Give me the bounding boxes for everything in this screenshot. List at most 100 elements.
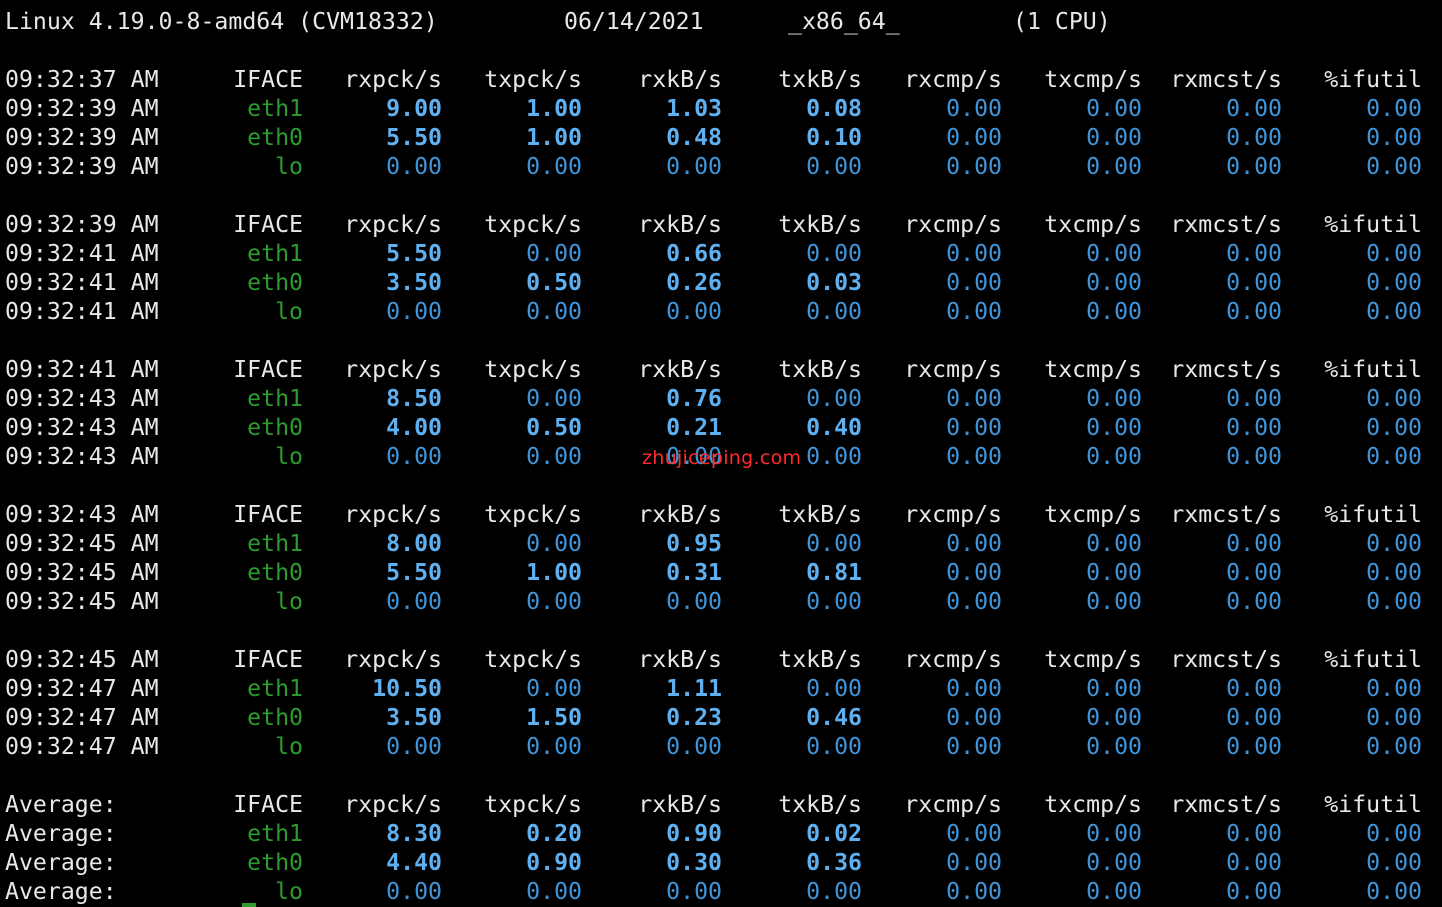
metric-value: 0.00 bbox=[946, 269, 1002, 296]
metric-value: 0.00 bbox=[1226, 153, 1282, 180]
table-row: 09:32:47 AM eth0 3.50 1.50 0.23 0.46 0.00 0.00 0… bbox=[5, 703, 1442, 732]
row-timestamp: 09:32:45 AM bbox=[5, 559, 159, 586]
metric-value: 0.00 bbox=[526, 153, 582, 180]
column-header: rxkB/s bbox=[638, 646, 722, 673]
blank-line bbox=[5, 326, 1442, 355]
metric-value: 0.00 bbox=[386, 298, 442, 325]
metric-value: 0.90 bbox=[666, 820, 722, 847]
row-timestamp: 09:32:41 AM bbox=[5, 240, 159, 267]
row-timestamp: 09:32:39 AM bbox=[5, 124, 159, 151]
metric-value: 0.00 bbox=[666, 588, 722, 615]
column-header: rxkB/s bbox=[638, 211, 722, 238]
column-header: rxkB/s bbox=[638, 791, 722, 818]
metric-value: 8.00 bbox=[386, 530, 442, 557]
column-header: txpck/s bbox=[484, 66, 582, 93]
system-info-line: Linux 4.19.0-8-amd64 (CVM18332) 06/14/20… bbox=[5, 7, 1442, 36]
metric-value: 0.00 bbox=[1226, 849, 1282, 876]
metric-value: 0.00 bbox=[946, 733, 1002, 760]
metric-value: 0.00 bbox=[946, 298, 1002, 325]
column-header: rxcmp/s bbox=[904, 646, 1002, 673]
metric-value: 1.03 bbox=[666, 95, 722, 122]
metric-value: 0.46 bbox=[806, 704, 862, 731]
column-header: txkB/s bbox=[778, 66, 862, 93]
metric-value: 1.11 bbox=[666, 675, 722, 702]
row-timestamp: 09:32:45 AM bbox=[5, 588, 159, 615]
metric-value: 8.50 bbox=[386, 385, 442, 412]
metric-value: 0.81 bbox=[806, 559, 862, 586]
table-row: 09:32:41 AM eth1 5.50 0.00 0.66 0.00 0.00 0.00 0… bbox=[5, 239, 1442, 268]
metric-value: 0.76 bbox=[666, 385, 722, 412]
architecture: _x86_64_ bbox=[788, 8, 900, 35]
column-header-row: 09:32:43 AM IFACE rxpck/s txpck/s rxkB/s txkB… bbox=[5, 500, 1442, 529]
metric-value: 0.00 bbox=[386, 588, 442, 615]
metric-value: 0.00 bbox=[806, 443, 862, 470]
column-header: txpck/s bbox=[484, 501, 582, 528]
metric-value: 0.00 bbox=[1226, 269, 1282, 296]
column-header: txpck/s bbox=[484, 646, 582, 673]
metric-value: 0.00 bbox=[386, 153, 442, 180]
metric-value: 0.00 bbox=[666, 878, 722, 905]
metric-value: 0.03 bbox=[806, 269, 862, 296]
row-timestamp: 09:32:47 AM bbox=[5, 733, 159, 760]
row-timestamp: 09:32:43 AM bbox=[5, 414, 159, 441]
column-header: rxmcst/s bbox=[1170, 211, 1282, 238]
metric-value: 0.00 bbox=[1366, 588, 1422, 615]
sar-network-report: 09:32:37 AM IFACE rxpck/s txpck/s rxkB/s txkB… bbox=[5, 36, 1442, 906]
interface-name: eth1 bbox=[247, 95, 303, 122]
interface-name: eth1 bbox=[247, 385, 303, 412]
metric-value: 0.00 bbox=[946, 124, 1002, 151]
watermark-text: zhujiceping.com bbox=[642, 447, 802, 469]
column-header: %ifutil bbox=[1324, 501, 1422, 528]
column-header: txkB/s bbox=[778, 501, 862, 528]
header-timestamp: 09:32:45 AM bbox=[5, 646, 159, 673]
table-row: 09:32:43 AM eth0 4.00 0.50 0.21 0.40 0.00 0.00 0… bbox=[5, 413, 1442, 442]
column-header-row: Average: IFACE rxpck/s txpck/s rxkB/s txkB/s r… bbox=[5, 790, 1442, 819]
table-row: 09:32:41 AM eth0 3.50 0.50 0.26 0.03 0.00 0.00 0… bbox=[5, 268, 1442, 297]
column-header: txcmp/s bbox=[1044, 211, 1142, 238]
blank-line bbox=[5, 181, 1442, 210]
header-timestamp: 09:32:41 AM bbox=[5, 356, 159, 383]
metric-value: 0.00 bbox=[666, 153, 722, 180]
metric-value: 0.00 bbox=[1366, 878, 1422, 905]
metric-value: 0.30 bbox=[666, 849, 722, 876]
metric-value: 0.95 bbox=[666, 530, 722, 557]
metric-value: 0.00 bbox=[1226, 733, 1282, 760]
metric-value: 1.00 bbox=[526, 559, 582, 586]
metric-value: 0.00 bbox=[1366, 849, 1422, 876]
interface-name: lo bbox=[275, 878, 303, 905]
metric-value: 0.00 bbox=[526, 298, 582, 325]
column-header: rxpck/s bbox=[344, 646, 442, 673]
column-header: txkB/s bbox=[778, 211, 862, 238]
row-timestamp: 09:32:47 AM bbox=[5, 675, 159, 702]
row-timestamp: Average: bbox=[5, 820, 117, 847]
column-header-row: 09:32:37 AM IFACE rxpck/s txpck/s rxkB/s txkB… bbox=[5, 65, 1442, 94]
metric-value: 0.00 bbox=[946, 588, 1002, 615]
metric-value: 4.00 bbox=[386, 414, 442, 441]
metric-value: 0.00 bbox=[946, 849, 1002, 876]
column-header: rxpck/s bbox=[344, 791, 442, 818]
metric-value: 0.00 bbox=[946, 704, 1002, 731]
header-timestamp: 09:32:43 AM bbox=[5, 501, 159, 528]
metric-value: 1.00 bbox=[526, 95, 582, 122]
column-header: rxmcst/s bbox=[1170, 501, 1282, 528]
metric-value: 5.50 bbox=[386, 124, 442, 151]
column-header: rxpck/s bbox=[344, 211, 442, 238]
row-timestamp: 09:32:39 AM bbox=[5, 153, 159, 180]
column-header-row: 09:32:41 AM IFACE rxpck/s txpck/s rxkB/s txkB… bbox=[5, 355, 1442, 384]
metric-value: 0.00 bbox=[806, 153, 862, 180]
metric-value: 0.00 bbox=[1226, 820, 1282, 847]
metric-value: 0.00 bbox=[526, 385, 582, 412]
metric-value: 0.00 bbox=[1086, 675, 1142, 702]
interface-name: lo bbox=[275, 298, 303, 325]
table-row: 09:32:47 AM eth1 10.50 0.00 1.11 0.00 0.00 0.00… bbox=[5, 674, 1442, 703]
metric-value: 0.08 bbox=[806, 95, 862, 122]
column-header: rxmcst/s bbox=[1170, 356, 1282, 383]
column-header: rxcmp/s bbox=[904, 66, 1002, 93]
column-header: rxkB/s bbox=[638, 66, 722, 93]
column-header-iface: IFACE bbox=[233, 66, 303, 93]
table-row: 09:32:43 AM eth1 8.50 0.00 0.76 0.00 0.00 0.00 0… bbox=[5, 384, 1442, 413]
metric-value: 0.00 bbox=[386, 443, 442, 470]
metric-value: 0.23 bbox=[666, 704, 722, 731]
interface-name: eth0 bbox=[247, 704, 303, 731]
metric-value: 5.50 bbox=[386, 559, 442, 586]
